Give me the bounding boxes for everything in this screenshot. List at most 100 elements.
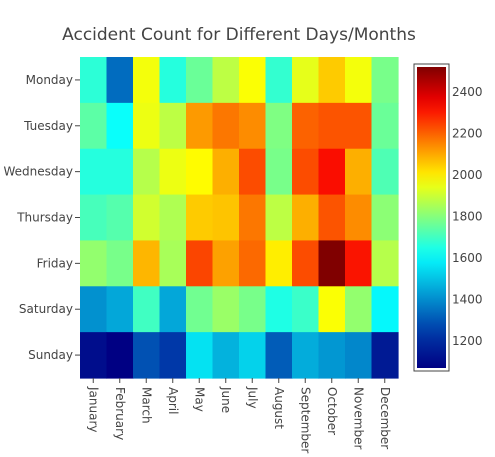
heatmap-cell — [371, 286, 399, 333]
heatmap-cell — [159, 240, 187, 287]
heatmap-cell — [265, 240, 293, 287]
heatmap-cell — [292, 194, 320, 242]
heatmap-cell — [212, 194, 240, 242]
heatmap-cell — [318, 194, 346, 242]
heatmap-cell — [159, 148, 187, 196]
y-tick-label: Saturday — [19, 302, 73, 316]
heatmap-cell — [318, 148, 346, 196]
heatmap-cell — [371, 240, 399, 287]
x-tick-label: July — [245, 386, 259, 409]
heatmap-cell — [212, 286, 240, 333]
heatmap-cell — [292, 332, 320, 379]
heatmap-cell — [159, 332, 187, 379]
colorbar: 1200 1400 1600 1800 2000 2200 2400 — [413, 63, 483, 372]
heatmap-cells — [80, 57, 399, 379]
heatmap-cell — [345, 194, 373, 242]
heatmap-cell — [212, 332, 240, 379]
heatmap-cell — [106, 57, 134, 104]
x-tick-label: September — [298, 387, 312, 453]
y-tick-label: Wednesday — [4, 165, 73, 179]
heatmap-cell — [80, 57, 108, 104]
heatmap-cell — [345, 286, 373, 333]
heatmap-cell — [371, 57, 399, 104]
heatmap-cell — [159, 194, 187, 242]
heatmap-cell — [133, 148, 161, 196]
heatmap-cell — [239, 240, 267, 287]
x-tick-label: December — [378, 387, 392, 449]
x-tick-label: June — [219, 386, 233, 413]
chart-title: Accident Count for Different Days/Months — [62, 25, 416, 45]
heatmap-cell — [133, 194, 161, 242]
heatmap-cell — [371, 102, 399, 150]
heatmap-cell — [106, 148, 134, 196]
heatmap-cell — [265, 286, 293, 333]
colorbar-outline — [413, 63, 450, 372]
heatmap-cell — [371, 148, 399, 196]
y-tick-label: Tuesday — [23, 119, 73, 133]
heatmap-cell — [345, 57, 373, 104]
colorbar-tick-label: 1200 — [452, 334, 483, 348]
heatmap-cell — [239, 57, 267, 104]
heatmap-cell — [80, 194, 108, 242]
heatmap-cell — [133, 57, 161, 104]
heatmap-cell — [318, 332, 346, 379]
heatmap-cell — [239, 332, 267, 379]
colorbar-tick-label: 1800 — [452, 209, 483, 223]
heatmap-cell — [159, 286, 187, 333]
heatmap-cell — [159, 102, 187, 150]
heatmap-cell — [186, 148, 214, 196]
x-tick-label: March — [139, 387, 153, 424]
heatmap-cell — [318, 102, 346, 150]
heatmap-cell — [212, 148, 240, 196]
heatmap-cell — [106, 332, 134, 379]
heatmap-cell — [292, 240, 320, 287]
colorbar-gradient — [417, 67, 446, 368]
heatmap-cell — [186, 194, 214, 242]
heatmap-cell — [292, 102, 320, 150]
heatmap-cell — [371, 332, 399, 379]
heatmap-cell — [80, 332, 108, 379]
y-tick-label: Sunday — [28, 348, 73, 362]
heatmap-cell — [265, 57, 293, 104]
heatmap-cell — [133, 286, 161, 333]
heatmap-cell — [292, 57, 320, 104]
heatmap-cell — [133, 240, 161, 287]
heatmap-cell — [265, 332, 293, 379]
heatmap-cell — [80, 148, 108, 196]
heatmap-cell — [265, 102, 293, 150]
heatmap-cell — [186, 332, 214, 379]
heatmap-cell — [106, 102, 134, 150]
heatmap-cell — [80, 102, 108, 150]
x-tick-label: November — [351, 387, 365, 449]
heatmap-cell — [345, 240, 373, 287]
colorbar-tick-label: 2400 — [452, 85, 483, 99]
x-axis: January February March April May June July Augu… — [86, 378, 392, 453]
y-axis: Monday Tuesday Wednesday Thursday Friday Satu… — [4, 73, 80, 362]
x-tick-label: August — [272, 387, 286, 429]
heatmap-cell — [212, 57, 240, 104]
heatmap-cell — [371, 194, 399, 242]
heatmap-cell — [186, 240, 214, 287]
heatmap-cell — [292, 148, 320, 196]
heatmap-cell — [80, 286, 108, 333]
heatmap-cell — [239, 286, 267, 333]
heatmap-cell — [106, 240, 134, 287]
colorbar-tick-label: 2000 — [452, 168, 483, 182]
heatmap-cell — [318, 286, 346, 333]
heatmap-cell — [318, 57, 346, 104]
heatmap-cell — [186, 286, 214, 333]
y-tick-label: Monday — [26, 73, 73, 87]
x-tick-label: February — [113, 387, 127, 440]
x-tick-label: January — [86, 386, 100, 433]
heatmap-cell — [133, 102, 161, 150]
heatmap-cell — [345, 102, 373, 150]
heatmap-cell — [265, 148, 293, 196]
heatmap-cell — [212, 102, 240, 150]
colorbar-tick-label: 2200 — [452, 126, 483, 140]
heatmap-cell — [292, 286, 320, 333]
heatmap-cell — [265, 194, 293, 242]
heatmap-cell — [106, 286, 134, 333]
y-tick-label: Thursday — [16, 211, 73, 225]
x-tick-label: October — [325, 387, 339, 435]
